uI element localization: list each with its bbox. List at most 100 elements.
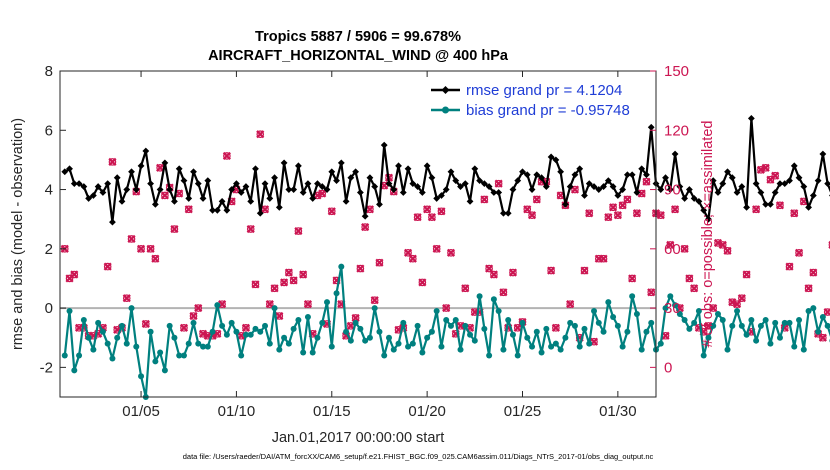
rmse-point: [123, 186, 131, 193]
rmse-point: [433, 195, 441, 202]
assimilated-count-point: [270, 284, 279, 293]
bias-point: [581, 325, 588, 332]
bias-point: [467, 331, 474, 338]
possible-count-point: [609, 203, 617, 212]
x-tick-label: 01/10: [218, 403, 256, 420]
bias-point: [95, 319, 102, 326]
rmse-point: [747, 115, 755, 122]
bias-point: [800, 346, 807, 353]
bias-point: [266, 340, 273, 347]
y-tick-label-right: 150: [664, 63, 689, 80]
legend-label-bias: bias grand pr = -0.95748: [466, 102, 630, 119]
rmse-point: [519, 168, 526, 176]
bias-point: [533, 328, 540, 335]
bias-point: [538, 349, 545, 356]
rmse-point: [323, 186, 331, 193]
bias-point: [409, 340, 416, 347]
rmse-point: [318, 183, 326, 190]
rmse-point: [800, 183, 808, 190]
possible-count-point: [585, 209, 594, 218]
possible-count-point: [137, 245, 145, 253]
assimilated-count-point: [356, 264, 365, 273]
rmse-point: [533, 171, 541, 179]
bias-point: [166, 322, 173, 329]
bias-point: [776, 334, 783, 341]
assimilated-count-point: [489, 270, 498, 279]
bias-point: [734, 308, 741, 315]
bias-point: [452, 316, 459, 323]
assimilated-count-point: [723, 246, 732, 255]
bias-point: [743, 331, 750, 338]
rmse-point: [404, 165, 412, 173]
possible-count-point: [418, 278, 427, 287]
possible-count-point: [766, 175, 775, 184]
rmse-point: [223, 206, 231, 214]
possible-count-point: [790, 209, 799, 218]
bias-point: [161, 367, 168, 374]
bias-point: [557, 346, 564, 353]
bias-point: [638, 346, 645, 353]
bias-point: [123, 340, 130, 347]
bias-point: [552, 340, 559, 347]
rmse-point: [166, 186, 174, 193]
assimilated-count-point: [156, 163, 165, 172]
assimilated-count-point: [656, 211, 665, 220]
assimilated-count-point: [141, 319, 150, 328]
rmse-point: [89, 192, 97, 199]
possible-count-point: [413, 213, 422, 222]
bias-point: [381, 352, 388, 359]
bias-point: [672, 302, 679, 309]
bias-point: [591, 308, 598, 315]
assimilated-count-point: [375, 258, 384, 267]
bias-point: [281, 334, 288, 341]
rmse-point: [614, 192, 622, 199]
assimilated-count-point: [122, 294, 131, 303]
bias-point: [200, 343, 207, 350]
bias-point: [438, 343, 445, 350]
bias-point: [66, 308, 73, 315]
bias-point: [71, 367, 78, 374]
bias-point: [786, 319, 793, 326]
possible-count-point: [795, 248, 803, 257]
rmse-point: [638, 165, 646, 173]
rmse-point: [562, 200, 569, 208]
possible-count-point: [771, 171, 780, 180]
bias-point: [104, 340, 111, 347]
assimilated-count-point: [127, 234, 136, 244]
rmse-point: [66, 165, 73, 173]
legend-marker-rmse: [441, 86, 450, 94]
rmse-point: [538, 174, 545, 182]
rmse-point: [399, 189, 407, 196]
possible-count-point: [142, 320, 150, 328]
rmse-point: [814, 177, 822, 185]
assimilated-count-point: [623, 195, 632, 204]
bias-point: [548, 343, 555, 350]
assimilated-count-point: [823, 307, 830, 317]
rmse-point: [604, 177, 612, 185]
rmse-point: [361, 212, 369, 220]
assimilated-count-point: [775, 201, 785, 210]
possible-count-point: [752, 205, 760, 214]
assimilated-count-point: [370, 296, 379, 305]
bias-point: [762, 316, 769, 323]
bias-point: [285, 340, 292, 347]
possible-count-point: [423, 205, 431, 214]
rmse-point: [662, 174, 669, 182]
bias-point: [400, 319, 407, 326]
rmse-point: [104, 180, 112, 188]
assimilated-count-point: [461, 284, 470, 293]
rmse-point: [786, 177, 793, 185]
bias-point: [195, 340, 202, 347]
bias-point: [176, 352, 183, 359]
possible-count-point: [189, 312, 198, 320]
rmse-point: [509, 186, 517, 193]
assimilated-count-point: [265, 300, 274, 309]
possible-count-point: [299, 270, 307, 279]
rmse-point: [204, 177, 212, 185]
bias-point: [171, 334, 178, 341]
possible-count-point: [571, 185, 579, 194]
assimilated-count-point: [280, 278, 289, 287]
rmse-point: [714, 189, 722, 196]
data-file-footnote: data file: /Users/raeder/DAI/ATM_forcXX/…: [183, 452, 654, 461]
